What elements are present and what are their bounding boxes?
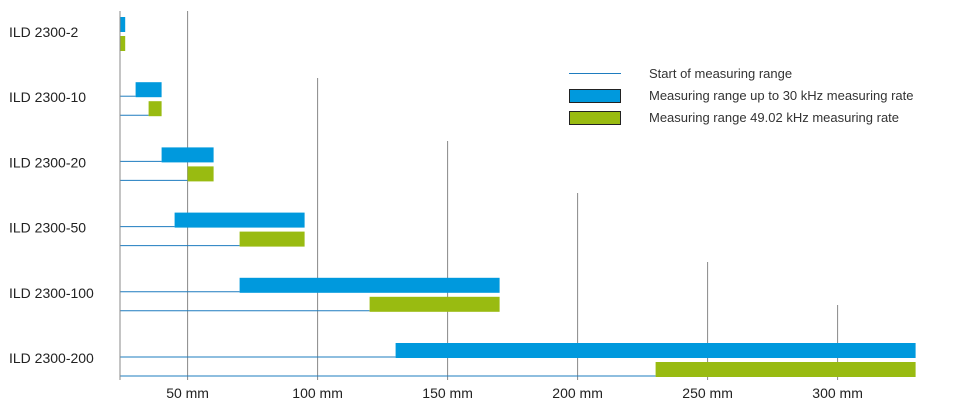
- bar-ild-2300-2-30khz: [120, 17, 126, 32]
- tick-label-300: 300 mm: [812, 385, 863, 401]
- category-label-ild-2300-100: ILD 2300-100: [9, 285, 94, 301]
- tick-labels: 50 mm 100 mm 150 mm 200 mm 250 mm 300 mm: [166, 385, 863, 401]
- tick-label-150: 150 mm: [422, 385, 473, 401]
- category-label-ild-2300-50: ILD 2300-50: [9, 220, 86, 236]
- tick-label-100: 100 mm: [292, 385, 343, 401]
- bar-ild-2300-200-49khz: [655, 362, 916, 377]
- bar-ild-2300-50-49khz: [239, 231, 305, 247]
- legend-item-30khz: Measuring range up to 30 kHz measuring r…: [569, 88, 913, 103]
- bar-ild-2300-10-30khz: [135, 82, 162, 98]
- bar-ild-2300-100-30khz: [239, 277, 500, 293]
- category-label-ild-2300-20: ILD 2300-20: [9, 154, 86, 170]
- bar-ild-2300-200-30khz: [395, 343, 916, 358]
- bar-ild-2300-10-49khz: [148, 101, 162, 117]
- bar-ild-2300-2-49khz: [120, 36, 126, 51]
- grid-lines: [187, 11, 839, 380]
- tick-label-250: 250 mm: [682, 385, 733, 401]
- bar-ild-2300-20-49khz: [187, 166, 214, 182]
- legend-item-49khz: Measuring range 49.02 kHz measuring rate: [569, 110, 899, 125]
- legend-swatch-49khz: [569, 110, 621, 125]
- legend-swatch-30khz: [569, 88, 621, 103]
- category-label-ild-2300-10: ILD 2300-10: [9, 89, 86, 105]
- range-bars: [120, 17, 916, 377]
- legend-start-line: [569, 73, 621, 74]
- legend-label-start: Start of measuring range: [649, 66, 793, 81]
- tick-label-200: 200 mm: [552, 385, 603, 401]
- category-label-ild-2300-200: ILD 2300-200: [9, 350, 94, 366]
- bar-ild-2300-100-49khz: [369, 296, 500, 312]
- bar-ild-2300-20-30khz: [161, 147, 214, 163]
- category-labels: ILD 2300-2 ILD 2300-10 ILD 2300-20 ILD 2300…: [9, 24, 94, 366]
- legend-item-start: Start of measuring range: [569, 66, 792, 81]
- bar-ild-2300-50-30khz: [174, 212, 305, 228]
- tick-label-50: 50 mm: [166, 385, 209, 401]
- start-lines: [120, 95, 656, 377]
- legend-label-30khz: Measuring range up to 30 kHz measuring r…: [649, 88, 914, 103]
- legend-label-49khz: Measuring range 49.02 kHz measuring rate: [649, 110, 900, 125]
- category-label-ild-2300-2: ILD 2300-2: [9, 24, 78, 40]
